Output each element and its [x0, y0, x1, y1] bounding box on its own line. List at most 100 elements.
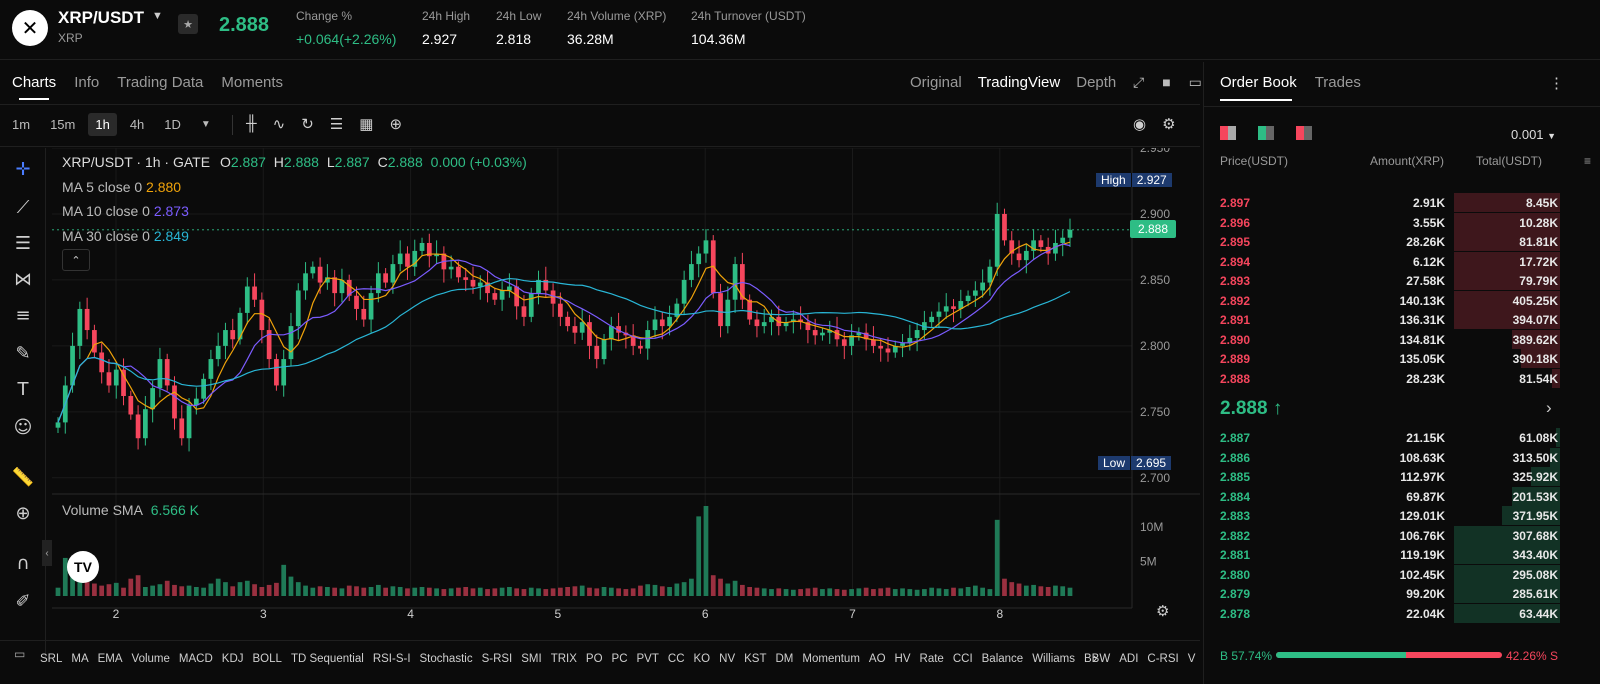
- ask-row[interactable]: 2.896 3.55K 10.28K: [1204, 212, 1600, 232]
- templates-icon[interactable]: ☰: [329, 116, 344, 133]
- indicator-nv[interactable]: NV: [719, 653, 736, 665]
- interval-1m[interactable]: 1m: [12, 117, 31, 132]
- tradingview-logo-icon[interactable]: TV: [67, 551, 99, 583]
- indicator-adi[interactable]: ADI: [1119, 653, 1139, 665]
- indicator-bbw[interactable]: BBW: [1084, 653, 1111, 665]
- bid-row[interactable]: 2.882 106.76K 307.68K: [1204, 525, 1600, 545]
- indicator-kdj[interactable]: KDJ: [221, 653, 244, 665]
- indicator-pc[interactable]: PC: [611, 653, 628, 665]
- indicator-boll[interactable]: BOLL: [252, 653, 282, 665]
- bid-row[interactable]: 2.879 99.20K 285.61K: [1204, 584, 1600, 603]
- indicator-menu-icon[interactable]: ▭: [14, 647, 26, 661]
- tab-charts[interactable]: Charts: [12, 74, 56, 100]
- indicator-pvt[interactable]: PVT: [636, 653, 659, 665]
- trend-line-icon[interactable]: ⟋: [16, 196, 30, 218]
- brush-icon[interactable]: ✎: [15, 342, 31, 364]
- camera-icon[interactable]: ◉: [1133, 116, 1147, 133]
- add-circle-icon[interactable]: ⊕: [389, 116, 403, 133]
- ask-row[interactable]: 2.893 27.58K 79.79K: [1204, 271, 1600, 290]
- indicator-td-sequential[interactable]: TD Sequential: [290, 653, 364, 665]
- interval-1h[interactable]: 1h: [88, 113, 117, 136]
- bid-row[interactable]: 2.886 108.63K 313.50K: [1204, 447, 1600, 467]
- indicator-stochastic[interactable]: Stochastic: [419, 653, 473, 665]
- tab-depth[interactable]: Depth: [1076, 74, 1117, 91]
- tab-tradingview[interactable]: TradingView: [977, 74, 1061, 91]
- horizontal-lines-icon[interactable]: ☰: [14, 232, 32, 254]
- ask-row[interactable]: 2.895 28.26K 81.81K: [1204, 232, 1600, 251]
- indicator-smi[interactable]: SMI: [521, 653, 542, 665]
- ruler-icon[interactable]: 📏: [11, 466, 35, 488]
- bids-only-icon[interactable]: [1258, 126, 1274, 140]
- zoom-icon[interactable]: ⊕: [15, 502, 31, 524]
- collapse-toolbar-button[interactable]: ‹: [42, 540, 52, 566]
- bid-row[interactable]: 2.887 21.15K 61.08K: [1204, 428, 1600, 447]
- tab-trading-data[interactable]: Trading Data: [117, 74, 204, 91]
- emoji-icon[interactable]: ☺: [13, 416, 33, 438]
- indicator-srl[interactable]: SRL: [40, 653, 63, 665]
- indicator-macd[interactable]: MACD: [178, 653, 213, 665]
- expand-icon[interactable]: ⤢: [1133, 74, 1145, 90]
- indicator-ma[interactable]: MA: [71, 653, 89, 665]
- indicator-po[interactable]: PO: [585, 653, 603, 665]
- tab-info[interactable]: Info: [74, 74, 100, 91]
- magnet-icon[interactable]: ∩: [16, 552, 30, 574]
- window-icon[interactable]: ▭: [1188, 74, 1202, 90]
- indicator-hv[interactable]: HV: [894, 653, 911, 665]
- indicator-momentum[interactable]: Momentum: [802, 653, 860, 665]
- indicator-ema[interactable]: EMA: [97, 653, 123, 665]
- ask-row[interactable]: 2.890 134.81K 389.62K: [1204, 329, 1600, 349]
- ask-row[interactable]: 2.892 140.13K 405.25K: [1204, 290, 1600, 310]
- indicator-cc[interactable]: CC: [667, 653, 685, 665]
- indicator-balance[interactable]: Balance: [981, 653, 1024, 665]
- layout-grid-icon[interactable]: ▦: [359, 116, 374, 133]
- indicator-ao[interactable]: AO: [868, 653, 886, 665]
- chevron-down-icon[interactable]: ▼: [200, 119, 211, 130]
- pair-symbol[interactable]: XRP/USDT: [58, 8, 144, 27]
- ask-row[interactable]: 2.891 136.31K 394.07K: [1204, 310, 1600, 329]
- indicator-v[interactable]: V: [1187, 653, 1196, 665]
- fib-icon[interactable]: ≡: [15, 304, 31, 326]
- bid-row[interactable]: 2.883 129.01K 371.95K: [1204, 506, 1600, 525]
- more-options-icon[interactable]: ⋮: [1549, 75, 1564, 92]
- asks-only-icon[interactable]: [1296, 126, 1312, 140]
- precision-select[interactable]: 0.001 ▼: [1511, 127, 1557, 142]
- indicator-dm[interactable]: DM: [775, 653, 794, 665]
- sort-icon[interactable]: ≡: [1584, 154, 1592, 168]
- bid-row[interactable]: 2.881 119.19K 343.40K: [1204, 545, 1600, 564]
- gear-icon[interactable]: ⚙: [1162, 116, 1176, 133]
- ask-row[interactable]: 2.897 2.91K 8.45K: [1204, 193, 1600, 212]
- ask-row[interactable]: 2.889 135.05K 390.18K: [1204, 349, 1600, 368]
- tab-original[interactable]: Original: [910, 74, 962, 91]
- settings-axis-icon[interactable]: ⚙: [1156, 603, 1170, 620]
- indicator-williams[interactable]: Williams: [1032, 653, 1076, 665]
- tab-order-book[interactable]: Order Book: [1220, 74, 1297, 91]
- collapse-legend-button[interactable]: ⌃: [62, 249, 90, 271]
- interval-15m[interactable]: 15m: [50, 117, 76, 132]
- ask-row[interactable]: 2.888 28.23K 81.54K: [1204, 368, 1600, 388]
- bid-row[interactable]: 2.880 102.45K 295.08K: [1204, 564, 1600, 584]
- indicator-kst[interactable]: KST: [744, 653, 767, 665]
- indicator-ko[interactable]: KO: [693, 653, 711, 665]
- crosshair-icon[interactable]: ✛: [15, 158, 31, 180]
- bid-row[interactable]: 2.878 22.04K 63.44K: [1204, 603, 1600, 623]
- candle-type-icon[interactable]: ╫: [246, 115, 257, 132]
- chevron-right-icon[interactable]: ›: [1093, 650, 1098, 665]
- bid-row[interactable]: 2.884 69.87K 201.53K: [1204, 486, 1600, 506]
- indicator-c-rsi[interactable]: C-RSI: [1147, 653, 1179, 665]
- text-icon[interactable]: T: [17, 378, 29, 400]
- chevron-right-icon[interactable]: ›: [1546, 398, 1552, 417]
- price-chart[interactable]: 2 3 4 5 6 7 8 2.950 2.900 2.850 2.800 2.750 2.700 10M…: [52, 148, 1200, 658]
- favorite-star-icon[interactable]: ★: [178, 14, 198, 34]
- pattern-icon[interactable]: ⋈: [14, 268, 32, 290]
- indicator-trix[interactable]: TRIX: [550, 653, 577, 665]
- tab-trades[interactable]: Trades: [1314, 74, 1361, 91]
- indicator-rsi-s-i[interactable]: RSI-S-I: [372, 653, 411, 665]
- indicator-cci[interactable]: CCI: [952, 653, 973, 665]
- indicator-volume[interactable]: Volume: [131, 653, 170, 665]
- interval-4h[interactable]: 4h: [129, 117, 145, 132]
- tab-moments[interactable]: Moments: [221, 74, 284, 91]
- ask-row[interactable]: 2.894 6.12K 17.72K: [1204, 251, 1600, 271]
- interval-1d[interactable]: 1D: [164, 117, 181, 132]
- square-icon[interactable]: ■: [1162, 74, 1171, 90]
- bid-row[interactable]: 2.885 112.97K 325.92K: [1204, 467, 1600, 486]
